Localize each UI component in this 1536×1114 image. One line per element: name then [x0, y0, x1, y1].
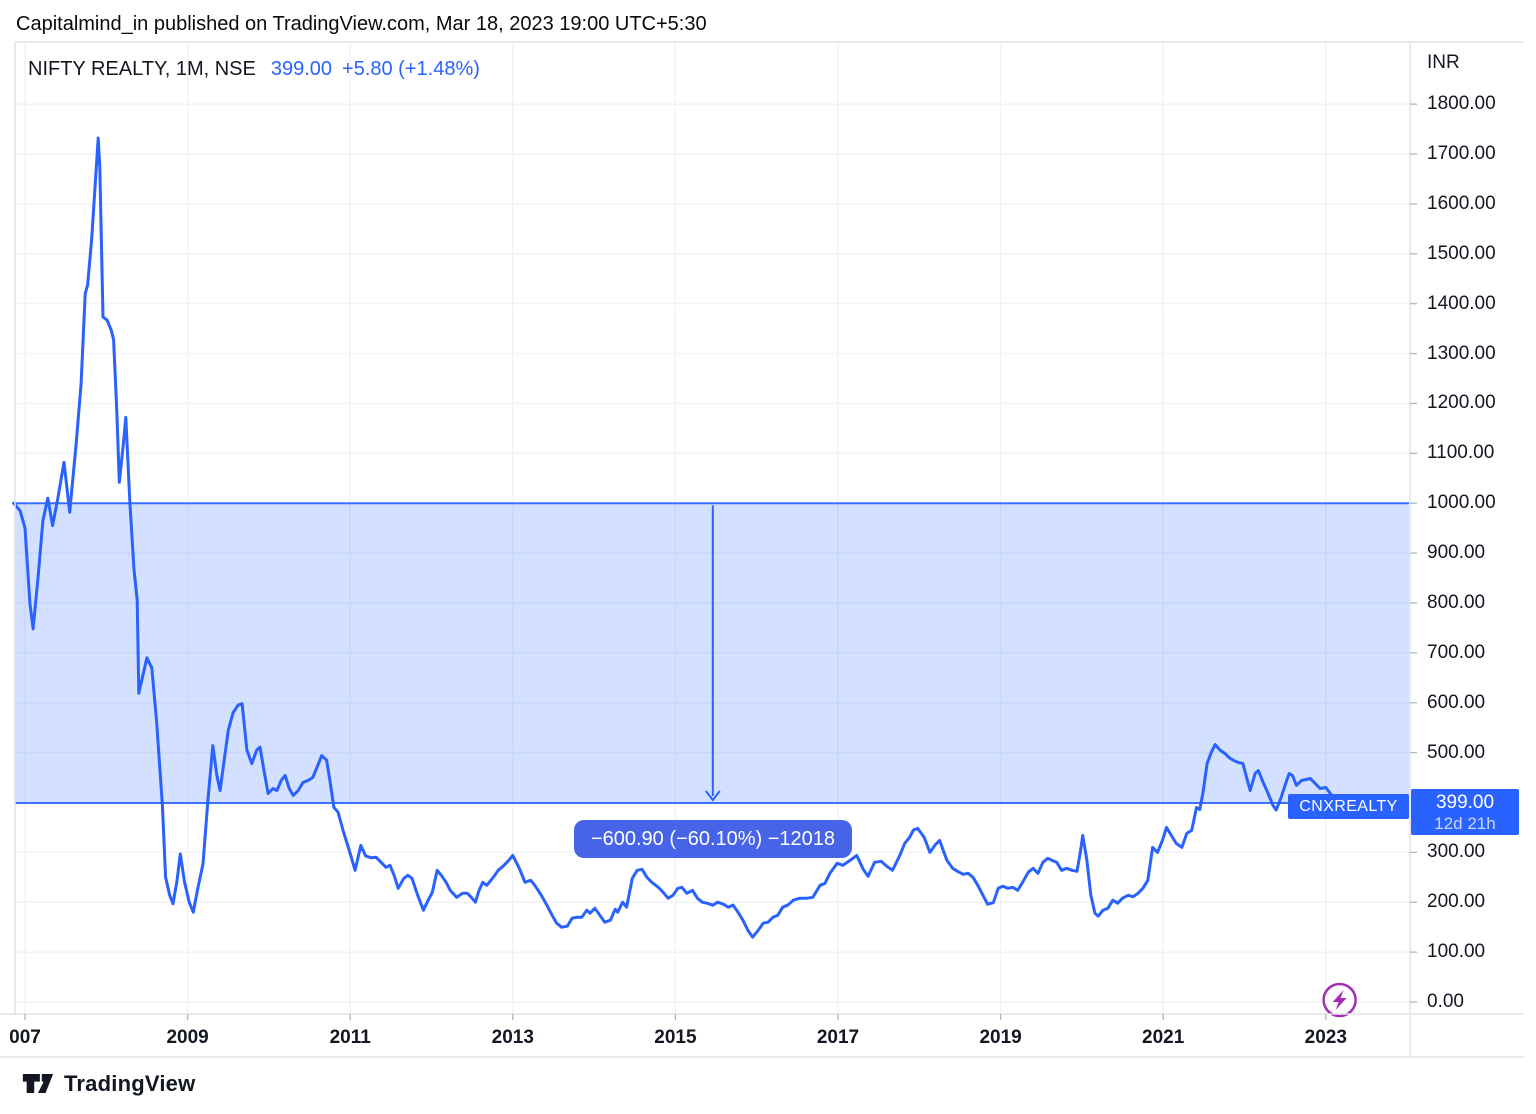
- price-axis-label: 200.00: [1427, 891, 1486, 913]
- measure-arrow[interactable]: [705, 505, 721, 802]
- time-axis-label: 2019: [979, 1027, 1022, 1048]
- price-axis-label: 300.00: [1427, 841, 1486, 863]
- price-axis-label: 1800.00: [1427, 93, 1496, 115]
- price-axis-label: 100.00: [1427, 941, 1486, 963]
- price-axis-label: 500.00: [1427, 741, 1486, 763]
- price-axis-label: 900.00: [1427, 542, 1486, 564]
- measure-annotation[interactable]: −600.90 (−60.10%) −12018: [574, 820, 852, 858]
- legend-last-price: 399.00: [270, 58, 333, 80]
- price-axis-label: 1100.00: [1427, 442, 1495, 464]
- idea-lightning-marker-icon[interactable]: [1322, 982, 1357, 1018]
- legend-change: +5.80 (+1.48%): [342, 58, 480, 80]
- time-axis-label: 2023: [1304, 1027, 1347, 1048]
- bar-countdown: 12d 21h: [1434, 813, 1496, 833]
- last-price-tag[interactable]: 399.00 12d 21h: [1411, 789, 1519, 835]
- currency-label: INR: [1427, 52, 1460, 73]
- tradingview-logo-text[interactable]: TradingView: [64, 1070, 196, 1096]
- price-axis-label: 1600.00: [1427, 192, 1496, 214]
- price-axis-label: 1700.00: [1427, 143, 1496, 165]
- price-axis-label: 800.00: [1427, 591, 1486, 613]
- time-axis-label: 2015: [654, 1027, 697, 1048]
- time-axis-label: 2011: [329, 1027, 371, 1048]
- price-axis-label: 1000.00: [1427, 492, 1496, 514]
- series-symbol-flag[interactable]: CNXREALTY: [1288, 794, 1409, 819]
- tradingview-logo-icon[interactable]: [21, 1070, 55, 1097]
- chart-legend: NIFTY REALTY, 1M, NSE 399.00 +5.80 (+1.4…: [28, 58, 480, 81]
- price-axis-label: 600.00: [1427, 691, 1486, 713]
- price-axis-label: 1300.00: [1427, 342, 1496, 364]
- price-axis-label: 0.00: [1427, 991, 1464, 1012]
- last-price-value: 399.00: [1435, 791, 1495, 813]
- time-axis-label: 007: [9, 1027, 41, 1048]
- time-axis-label: 2013: [491, 1027, 534, 1048]
- footer-branding: TradingView: [21, 1070, 195, 1097]
- attribution-text: Capitalmind_in published on TradingView.…: [16, 13, 707, 35]
- price-axis-label: 1400.00: [1427, 292, 1496, 314]
- time-axis-label: 2021: [1142, 1027, 1185, 1048]
- time-axis-label: 2017: [816, 1027, 860, 1048]
- price-line-series[interactable]: [12, 136, 1343, 939]
- time-axis-label: 2009: [166, 1027, 209, 1048]
- legend-symbol-title[interactable]: NIFTY REALTY, 1M, NSE: [28, 58, 256, 80]
- price-axis-label: 700.00: [1427, 641, 1486, 663]
- price-axis-label: 1500.00: [1427, 242, 1496, 264]
- price-axis-label: 1200.00: [1427, 392, 1496, 414]
